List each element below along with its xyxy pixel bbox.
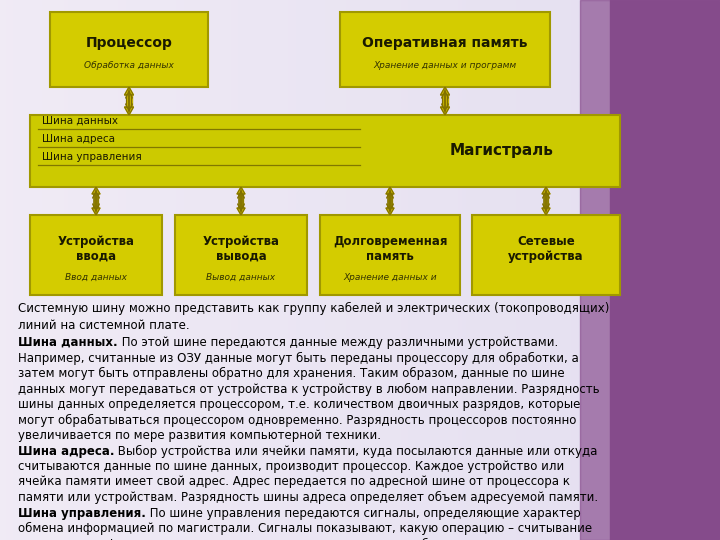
Text: считываются данные по шине данных, производит процессор. Каждое устройство или: считываются данные по шине данных, произ… (18, 460, 564, 473)
Text: Шина управления: Шина управления (42, 152, 142, 162)
Bar (30, 115, 620, 187)
Polygon shape (441, 107, 449, 115)
Polygon shape (542, 187, 550, 194)
Text: могут обрабатываться процессором одновременно. Разрядность процессоров постоянно: могут обрабатываться процессором одновре… (18, 414, 577, 427)
Text: Выбор устройства или ячейки памяти, куда посылаются данные или откуда: Выбор устройства или ячейки памяти, куда… (114, 444, 598, 457)
Polygon shape (542, 208, 550, 215)
Text: или запись информации нужно производить, синхронизируют обмен данными и т.д.: или запись информации нужно производить,… (18, 537, 552, 540)
Text: Долговременная
память: Долговременная память (333, 234, 447, 262)
Text: Шина данных.: Шина данных. (18, 336, 117, 349)
Polygon shape (386, 187, 394, 194)
Polygon shape (237, 208, 245, 215)
Text: Ввод данных: Ввод данных (65, 273, 127, 282)
Bar (50, 12, 208, 87)
Text: Хранение данных и программ: Хранение данных и программ (374, 62, 516, 71)
Text: Шина данных: Шина данных (42, 116, 118, 126)
Text: Например, считанные из ОЗУ данные могут быть переданы процессору для обработки, : Например, считанные из ОЗУ данные могут … (18, 352, 579, 365)
Text: Вывод данных: Вывод данных (207, 273, 276, 282)
Text: шины данных определяется процессором, т.е. количеством двоичных разрядов, которы: шины данных определяется процессором, т.… (18, 398, 580, 411)
Polygon shape (386, 208, 394, 215)
Text: Магистраль: Магистраль (450, 144, 554, 159)
Polygon shape (92, 187, 100, 194)
Bar (175, 215, 307, 295)
Text: Устройства
ввода: Устройства ввода (58, 234, 135, 262)
Text: Хранение данных и: Хранение данных и (343, 273, 437, 282)
Text: Процессор: Процессор (86, 37, 172, 51)
Polygon shape (125, 107, 133, 115)
Text: памяти или устройствам. Разрядность шины адреса определяет объем адресуемой памя: памяти или устройствам. Разрядность шины… (18, 491, 598, 504)
Text: данных могут передаваться от устройства к устройству в любом направлении. Разряд: данных могут передаваться от устройства … (18, 382, 600, 396)
Text: Шина адреса: Шина адреса (42, 134, 115, 144)
Text: Шина управления.: Шина управления. (18, 507, 146, 519)
Text: По этой шине передаются данные между различными устройствами.: По этой шине передаются данные между раз… (117, 336, 558, 349)
Polygon shape (237, 187, 245, 194)
Text: Обработка данных: Обработка данных (84, 62, 174, 71)
Text: ячейка памяти имеет свой адрес. Адрес передается по адресной шине от процессора : ячейка памяти имеет свой адрес. Адрес пе… (18, 476, 570, 489)
Text: обмена информацией по магистрали. Сигналы показывают, какую операцию – считывани: обмена информацией по магистрали. Сигнал… (18, 522, 592, 535)
Bar (30, 215, 162, 295)
Text: По шине управления передаются сигналы, определяющие характер: По шине управления передаются сигналы, о… (146, 507, 580, 519)
Text: Устройства
вывода: Устройства вывода (202, 234, 279, 262)
Polygon shape (441, 87, 449, 95)
Polygon shape (92, 208, 100, 215)
Text: Шина адреса.: Шина адреса. (18, 444, 114, 457)
Text: затем могут быть отправлены обратно для хранения. Таким образом, данные по шине: затем могут быть отправлены обратно для … (18, 367, 564, 380)
Bar (472, 215, 620, 295)
Text: Системную шину можно представить как группу кабелей и электрических (токопроводя: Системную шину можно представить как гру… (18, 302, 609, 332)
Text: Оперативная память: Оперативная память (362, 37, 528, 51)
Bar (340, 12, 550, 87)
Text: Сетевые
устройства: Сетевые устройства (508, 234, 584, 262)
Bar (320, 215, 460, 295)
Text: увеличивается по мере развития компьютерной техники.: увеличивается по мере развития компьютер… (18, 429, 381, 442)
Polygon shape (125, 87, 133, 95)
